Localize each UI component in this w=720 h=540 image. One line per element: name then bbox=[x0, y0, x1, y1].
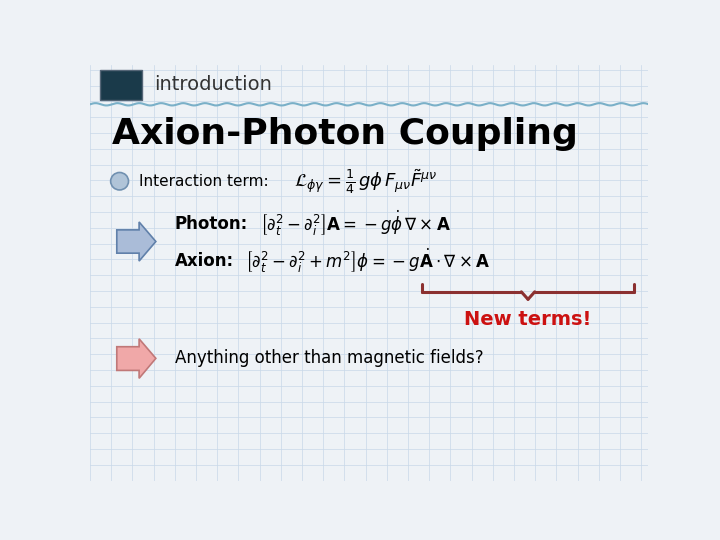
Text: Axion:: Axion: bbox=[175, 252, 234, 270]
Text: $\mathcal{L}_{\phi\gamma} = \frac{1}{4}\,g\phi\, F_{\mu\nu}\tilde{F}^{\mu\nu}$: $\mathcal{L}_{\phi\gamma} = \frac{1}{4}\… bbox=[294, 167, 437, 195]
Text: Interaction term:: Interaction term: bbox=[139, 174, 269, 188]
Polygon shape bbox=[117, 339, 156, 379]
Text: $\left[\partial_t^2 - \partial_i^2\right]\mathbf{A} = -g\dot{\phi}\,\nabla\times: $\left[\partial_t^2 - \partial_i^2\right… bbox=[260, 209, 451, 238]
Polygon shape bbox=[117, 222, 156, 261]
Text: Axion-Photon Coupling: Axion-Photon Coupling bbox=[112, 117, 578, 151]
Text: New terms!: New terms! bbox=[464, 310, 592, 329]
Text: Anything other than magnetic fields?: Anything other than magnetic fields? bbox=[175, 349, 483, 367]
Text: Photon:: Photon: bbox=[175, 214, 248, 233]
Ellipse shape bbox=[111, 172, 128, 190]
Text: introduction: introduction bbox=[154, 75, 272, 94]
FancyBboxPatch shape bbox=[100, 70, 142, 100]
Text: $\left[\partial_t^2 - \partial_i^2 + m^2\right]\phi = -g\dot{\mathbf{A}}\cdot\na: $\left[\partial_t^2 - \partial_i^2 + m^2… bbox=[245, 247, 490, 275]
